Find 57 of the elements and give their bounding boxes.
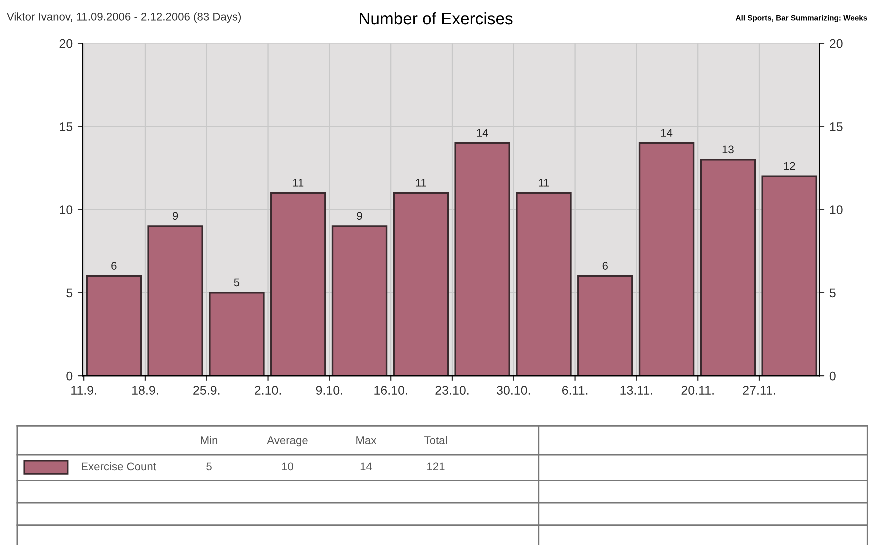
x-tick-label: 9.10. [316,386,342,395]
data-label: 6 [602,262,608,270]
data-label: 9 [172,212,178,220]
data-label: 14 [477,129,488,137]
bar [270,192,326,376]
y-tick-label: 10 [60,206,73,214]
y-tick-label: 15 [60,122,73,132]
data-label: 13 [722,146,734,154]
x-tick-label: 25.9. [194,386,220,395]
data-label: 14 [661,129,673,137]
bar [454,142,510,376]
data-label: 11 [416,179,426,187]
text: 121 [428,462,445,470]
bar [148,226,204,376]
text: 10 [282,462,294,471]
y-tick-label: 0 [66,372,73,381]
text: Average [267,436,308,447]
chart-subtitle: Viktor Ivanov, 11.09.2006 - 2.12.2006 (83 Days) [7,12,242,24]
bar [209,292,265,376]
x-tick-label: 30.10. [496,386,530,395]
data-label: 11 [293,179,304,187]
x-tick-label: 16.10. [374,386,408,395]
y2-tick-label: 10 [830,206,843,214]
bar [393,192,450,376]
x-tick-label: 23.10. [436,386,469,395]
bar [332,226,388,376]
bar [638,142,695,376]
bar [762,176,818,376]
y2-tick-label: 5 [830,288,836,298]
y2-tick-label: 20 [830,39,843,48]
x-tick-label: 2.10. [255,386,282,395]
x-tick-label: 13.11. [620,386,652,395]
text: 5 [206,462,212,471]
bar [578,275,634,376]
x-tick-label: 11.9. [72,386,96,395]
y2-tick-label: 15 [830,122,843,132]
text: Max [356,436,377,444]
x-tick-label: 20.11. [682,386,714,395]
text: Min [201,436,218,444]
chart-title: Number of Exercises [360,12,513,25]
text: Total [424,436,447,444]
y-tick-label: 5 [66,288,73,298]
data-label: 12 [784,162,796,170]
y2-tick-label: 0 [830,372,836,381]
x-tick-label: 27.11. [743,386,776,395]
data-label: 5 [234,278,240,287]
data-label: 11 [539,179,550,187]
x-tick-label: 6.11. [562,386,588,395]
bar [86,275,142,376]
bar [700,159,756,376]
data-label: 6 [112,262,117,270]
data-label: 9 [357,212,362,220]
bar [516,192,572,376]
legend-label: Exercise Count [82,462,156,471]
text: 14 [360,462,372,470]
y-tick-label: 20 [60,39,73,48]
x-tick-label: 18.9. [132,386,158,395]
